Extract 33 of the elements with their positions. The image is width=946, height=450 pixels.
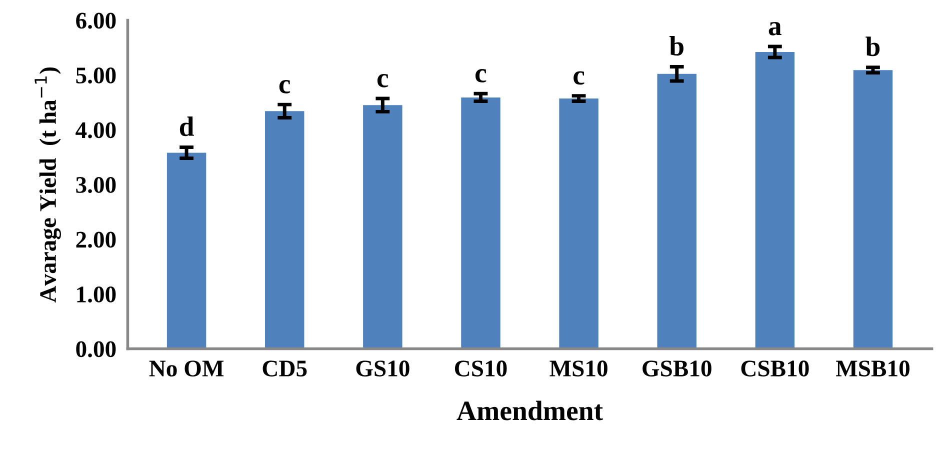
bar <box>166 152 206 349</box>
annotation: c <box>377 74 388 88</box>
bar <box>559 98 598 349</box>
annotation: c <box>476 69 486 82</box>
annotation: c <box>279 80 290 94</box>
bar <box>657 74 696 349</box>
x-tick-label: CS10 <box>454 360 507 376</box>
x-tick-label: CD5 <box>262 360 307 376</box>
x-tick-label: MS10 <box>550 360 608 376</box>
annotation: b <box>866 36 880 56</box>
y-tick-label: 2.00 <box>76 232 116 248</box>
y-tick-label: 1.00 <box>77 286 116 303</box>
y-tick-label: 4.00 <box>76 122 116 138</box>
bar <box>363 105 402 349</box>
annotation: d <box>180 116 194 136</box>
y-tick-label: 5.00 <box>76 67 116 84</box>
y-axis-title: Avarage Yield (t ha$^{−1}$) <box>34 67 62 303</box>
x-tick-label: CSB10 <box>741 360 809 376</box>
bar <box>853 70 893 349</box>
x-axis-title: Amendment <box>456 400 603 420</box>
x-tick-label: MSB10 <box>836 360 910 376</box>
annotation: b <box>669 36 684 56</box>
annotation: a <box>768 22 782 36</box>
bar <box>755 52 795 349</box>
y-tick-label: 0.00 <box>76 341 116 358</box>
x-tick-label: No OM <box>149 360 224 376</box>
y-tick-label: 3.00 <box>76 176 116 194</box>
x-tick-label: GSB10 <box>642 360 712 376</box>
annotation: c <box>574 71 584 85</box>
bar <box>461 97 500 349</box>
x-tick-label: GS10 <box>356 360 410 376</box>
bar <box>264 111 304 349</box>
y-tick-label: 6.00 <box>76 12 116 29</box>
